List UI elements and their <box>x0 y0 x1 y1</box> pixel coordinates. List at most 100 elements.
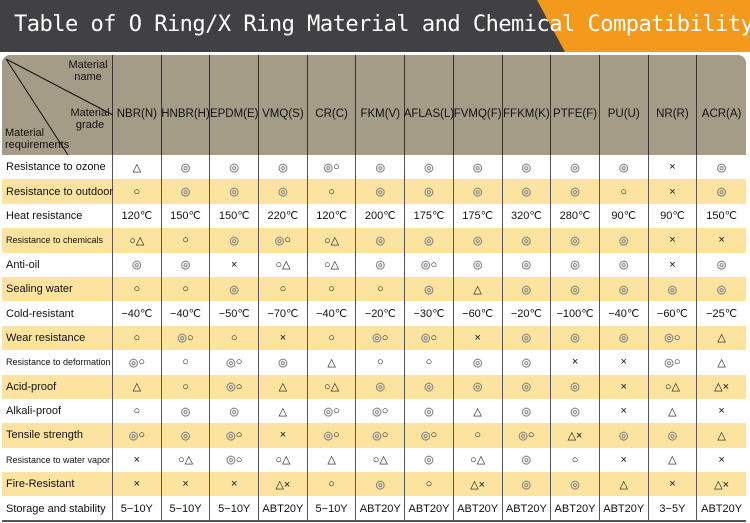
table-cell: × <box>649 472 698 497</box>
table-cell: −25℃ <box>706 308 738 321</box>
row-label: Storage and stability <box>2 496 113 521</box>
excellent-icon: ◎ <box>128 356 139 369</box>
excellent-icon: ◎ <box>177 332 187 345</box>
excellent-icon: ◎ <box>278 186 288 199</box>
table-cell: ◎ <box>697 253 746 277</box>
table-cell: ABT20Y <box>454 496 503 521</box>
page-title: Table of O Ring/X Ring Material and Chem… <box>14 12 750 37</box>
table-cell: ◎ <box>503 447 552 473</box>
table-cell: ◎ ○ <box>356 325 406 351</box>
excellent-icon: ◎ <box>226 356 236 369</box>
table-cell: ○△ <box>259 447 308 473</box>
table-cell: ◎ <box>162 155 211 180</box>
table-cell: ◎ <box>503 374 552 399</box>
title-text: Table of O Ring/X Ring Material and Chem… <box>14 12 588 37</box>
row-label: Anti-oil <box>2 252 113 277</box>
table-cell: 175℃ <box>454 203 503 229</box>
column-header: NR(R) <box>649 55 698 155</box>
table-cell: ○ <box>308 179 357 204</box>
table-cell: ◎ <box>551 276 600 302</box>
table-cell: ◎ <box>454 252 503 277</box>
excellent-icon: ◎ <box>229 161 240 174</box>
title-accent <box>537 0 750 52</box>
table-row: Resistance to outdoor ○ ◎ ◎ ◎ ○ ◎ ◎ ◎ ◎ ◎ ○ × ◎ <box>2 179 746 204</box>
table-cell: × <box>718 234 725 247</box>
column-header: HNBR(H) <box>161 55 211 155</box>
table-cell: ○ <box>162 228 211 253</box>
table-cell: ◎ <box>405 228 454 253</box>
excellent-icon: ◎ <box>570 161 580 174</box>
excellent-icon: ◎ <box>667 429 678 442</box>
table-row: Cold-resistant −40℃ −40℃ −50℃ −70℃ −40℃ −20℃ −3… <box>2 301 746 326</box>
excellent-icon: ◎ <box>521 234 532 247</box>
table-row: Tensile strength ◎ ○ ◎ ◎ ○ × ◎ ○ ◎ ○ ◎ ○ ○ ◎ ○ △× ◎ ◎ △ <box>2 423 746 448</box>
title-highlight: Compatibility <box>587 12 750 37</box>
table-cell: 120℃ <box>113 203 162 229</box>
table-cell: ◎ ○ <box>405 423 454 448</box>
column-header: CR(C) <box>308 55 357 155</box>
table-cell: ◎ <box>113 252 162 277</box>
excellent-icon: ◎ <box>180 161 191 174</box>
excellent-icon: ◎ <box>570 234 580 247</box>
table-cell: ◎ <box>503 179 552 204</box>
table-bottom-border <box>2 520 746 522</box>
table-cell: ◎ <box>454 155 503 180</box>
table-cell: ○△ <box>308 252 357 277</box>
table-cell: −50℃ <box>210 301 260 326</box>
table-row: Resistance to chemicals ○△ ○ ◎ ◎ ○ ○△ ◎ ◎ ◎ ◎ ◎ ◎ × × <box>2 228 746 253</box>
table-cell: △ <box>308 350 357 375</box>
table-cell: △ <box>649 447 698 473</box>
table-cell: ◎ <box>210 228 260 253</box>
excellent-icon: ◎ <box>570 405 580 418</box>
table-cell: × <box>600 447 649 473</box>
table-cell: ◎ ○ <box>162 325 211 351</box>
table-cell: ◎ ○ <box>113 423 162 448</box>
table-cell: −40℃ <box>308 301 357 326</box>
table-cell: ABT20Y <box>701 502 743 515</box>
excellent-icon: ◎ <box>375 161 386 174</box>
excellent-icon: ◎ <box>618 429 629 442</box>
table-cell: ◎ ○ <box>210 447 260 473</box>
header-corner: Material name Material grade Material re… <box>2 55 113 155</box>
table-cell: ◎ <box>210 179 260 204</box>
table-cell: 150℃ <box>210 203 260 229</box>
table-cell: ◎ ○ <box>210 374 260 399</box>
table-cell: × <box>162 472 211 497</box>
table-cell: × <box>454 325 503 351</box>
table-cell: ◎ <box>210 276 260 302</box>
table-cell: ◎ ○ <box>210 350 260 375</box>
table-cell: △ <box>454 276 503 302</box>
table-cell: △× <box>259 472 308 497</box>
table-cell: ○ <box>210 325 260 351</box>
table-cell: × <box>259 423 308 448</box>
table-cell: ◎ <box>697 277 746 301</box>
table-cell: ABT20Y <box>551 496 600 521</box>
table-cell: ABT20Y <box>600 496 649 521</box>
table-cell: 320℃ <box>503 203 552 229</box>
table-cell: ○ <box>308 325 357 351</box>
table-cell: 220℃ <box>259 203 308 229</box>
excellent-icon: ◎ <box>420 429 431 442</box>
table-cell: ○△ <box>113 228 162 253</box>
excellent-icon: ◎ <box>424 454 434 467</box>
table-cell: 90℃ <box>600 203 649 229</box>
excellent-icon: ◎ <box>618 259 629 272</box>
table-cell: ◎ <box>454 374 503 399</box>
column-header: PU(U) <box>600 55 649 155</box>
table-cell: × <box>649 252 698 277</box>
table-cell: △ <box>113 374 162 399</box>
table-cell: −100℃ <box>551 301 600 326</box>
excellent-icon: ◎ <box>180 429 191 442</box>
table-cell: ◎ <box>551 228 600 253</box>
table-cell: −20℃ <box>356 301 406 326</box>
table-cell: ◎ ○ <box>405 325 454 351</box>
table-cell: ABT20Y <box>356 496 406 521</box>
table-cell: −40℃ <box>600 301 649 326</box>
table-row: Resistance to deformation ◎ ○ ○ ◎ ○ ◎ △ ○ ○ ◎ ◎ × × ◎ ○… <box>2 350 746 375</box>
table-cell: ◎ <box>162 179 211 204</box>
excellent-icon: ◎ <box>132 259 142 272</box>
row-label: Resistance to ozone <box>2 155 113 180</box>
table-cell: × <box>649 179 698 204</box>
table-cell: ◎ <box>405 155 454 180</box>
table-cell: ◎ ○ <box>113 350 162 375</box>
